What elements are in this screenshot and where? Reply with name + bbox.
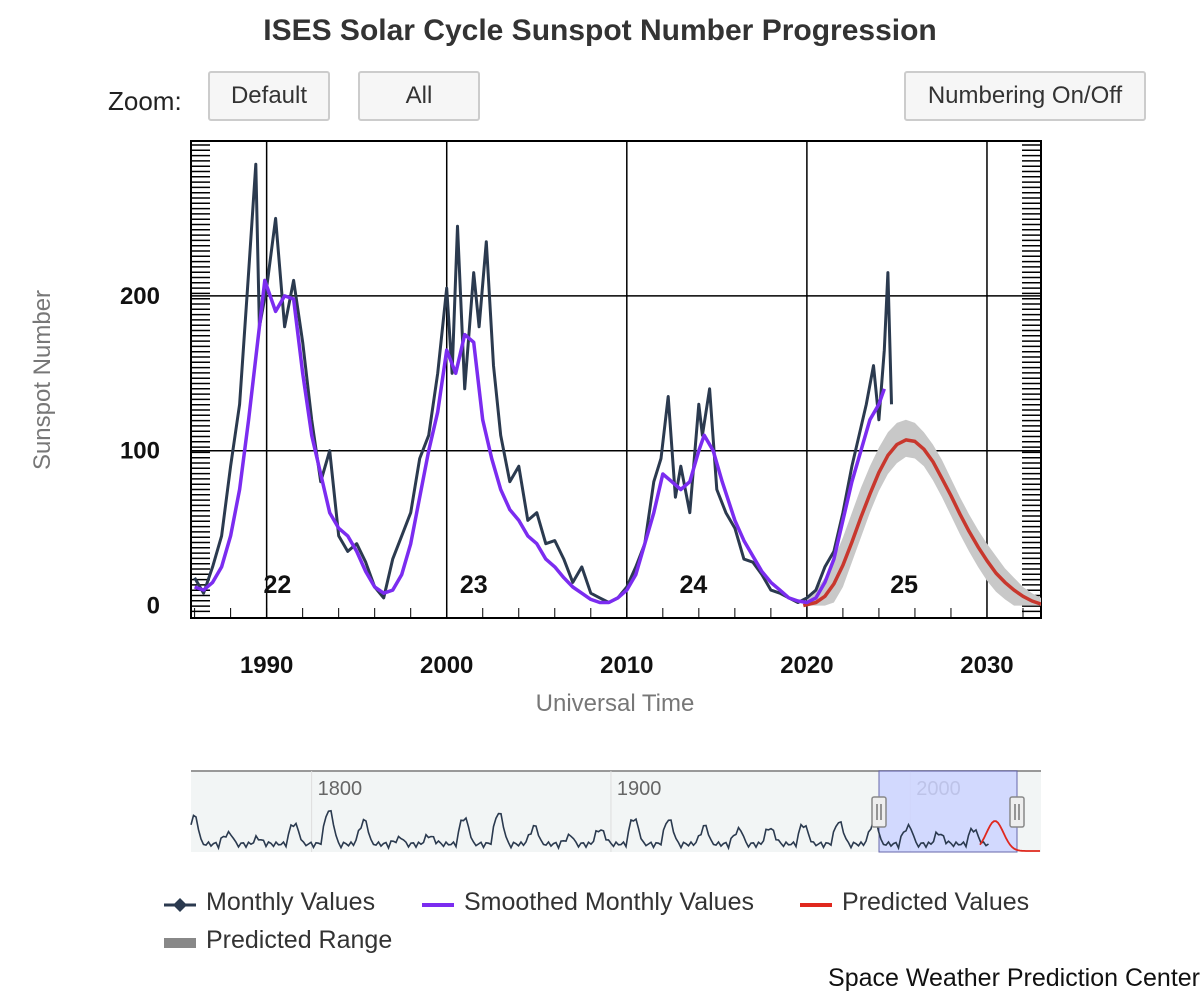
predicted-values-line (802, 438, 1041, 608)
plot-series-group (193, 162, 1041, 608)
handle-grip (1009, 796, 1025, 828)
x-axis-title: Universal Time (536, 690, 695, 717)
navigator-right-handle[interactable] (1009, 796, 1025, 828)
zoom-label: Zoom: (108, 86, 182, 116)
y-tick-label: 200 (120, 283, 160, 310)
legend-item-smoothed[interactable]: Smoothed Monthly Values (422, 888, 754, 917)
x-tick-label: 2000 (420, 652, 473, 679)
plot-area: 1990 2000 2010 2020 2030 0 100 200 Universal Tim… (29, 140, 1042, 717)
navigator[interactable]: 180019002000 (190, 770, 1041, 853)
plot-border (190, 140, 1042, 619)
cycle-label: 24 (680, 571, 708, 599)
navigator-tick-label: 1800 (318, 778, 363, 800)
legend: Monthly Values Smoothed Monthly Values P… (160, 884, 1060, 964)
legend-monthly-symbol (164, 893, 196, 913)
x-tick-label: 2030 (960, 652, 1013, 679)
legend-smoothed-label: Smoothed Monthly Values (464, 888, 754, 916)
y-tick-label: 0 (147, 593, 160, 620)
navigator-left-handle[interactable] (871, 796, 887, 828)
cycle-label: 23 (460, 571, 488, 599)
navigator-tick-label: 1900 (617, 778, 662, 800)
credit-text: Space Weather Prediction Center (828, 964, 1200, 992)
y-tick-label: 100 (120, 438, 160, 465)
cycle-label: 22 (264, 571, 292, 599)
legend-item-range[interactable]: Predicted Range (164, 926, 392, 955)
legend-item-predicted[interactable]: Predicted Values (800, 888, 1029, 917)
legend-range-label: Predicted Range (206, 926, 393, 954)
x-tick-label: 1990 (240, 652, 293, 679)
legend-predicted-label: Predicted Values (842, 888, 1030, 916)
y-axis-title: Sunspot Number (29, 290, 56, 470)
numbering-toggle-button[interactable]: Numbering On/Off (904, 71, 1146, 121)
handle-grip (871, 796, 887, 828)
legend-monthly-label: Monthly Values (206, 888, 376, 916)
x-tick-label: 2010 (600, 652, 653, 679)
predicted-range-band (806, 419, 1041, 606)
legend-predicted-symbol (800, 893, 832, 913)
smoothed-values-line (194, 278, 886, 605)
zoom-default-button[interactable]: Default (208, 71, 330, 121)
chart-title: ISES Solar Cycle Sunspot Number Progress… (263, 14, 937, 47)
zoom-all-button[interactable]: All (358, 71, 480, 121)
cycle-label: 25 (890, 571, 918, 599)
legend-range-symbol (164, 931, 196, 951)
x-tick-label: 2020 (780, 652, 833, 679)
legend-smoothed-symbol (422, 893, 454, 913)
navigator-series-line (190, 809, 989, 851)
navigator-selection (878, 770, 1018, 853)
navigator-predicted-line (979, 820, 1040, 852)
sunspot-chart: 1990 2000 2010 2020 2030 0 100 200 Universal Tim… (29, 140, 1042, 853)
legend-item-monthly[interactable]: Monthly Values (164, 888, 375, 917)
